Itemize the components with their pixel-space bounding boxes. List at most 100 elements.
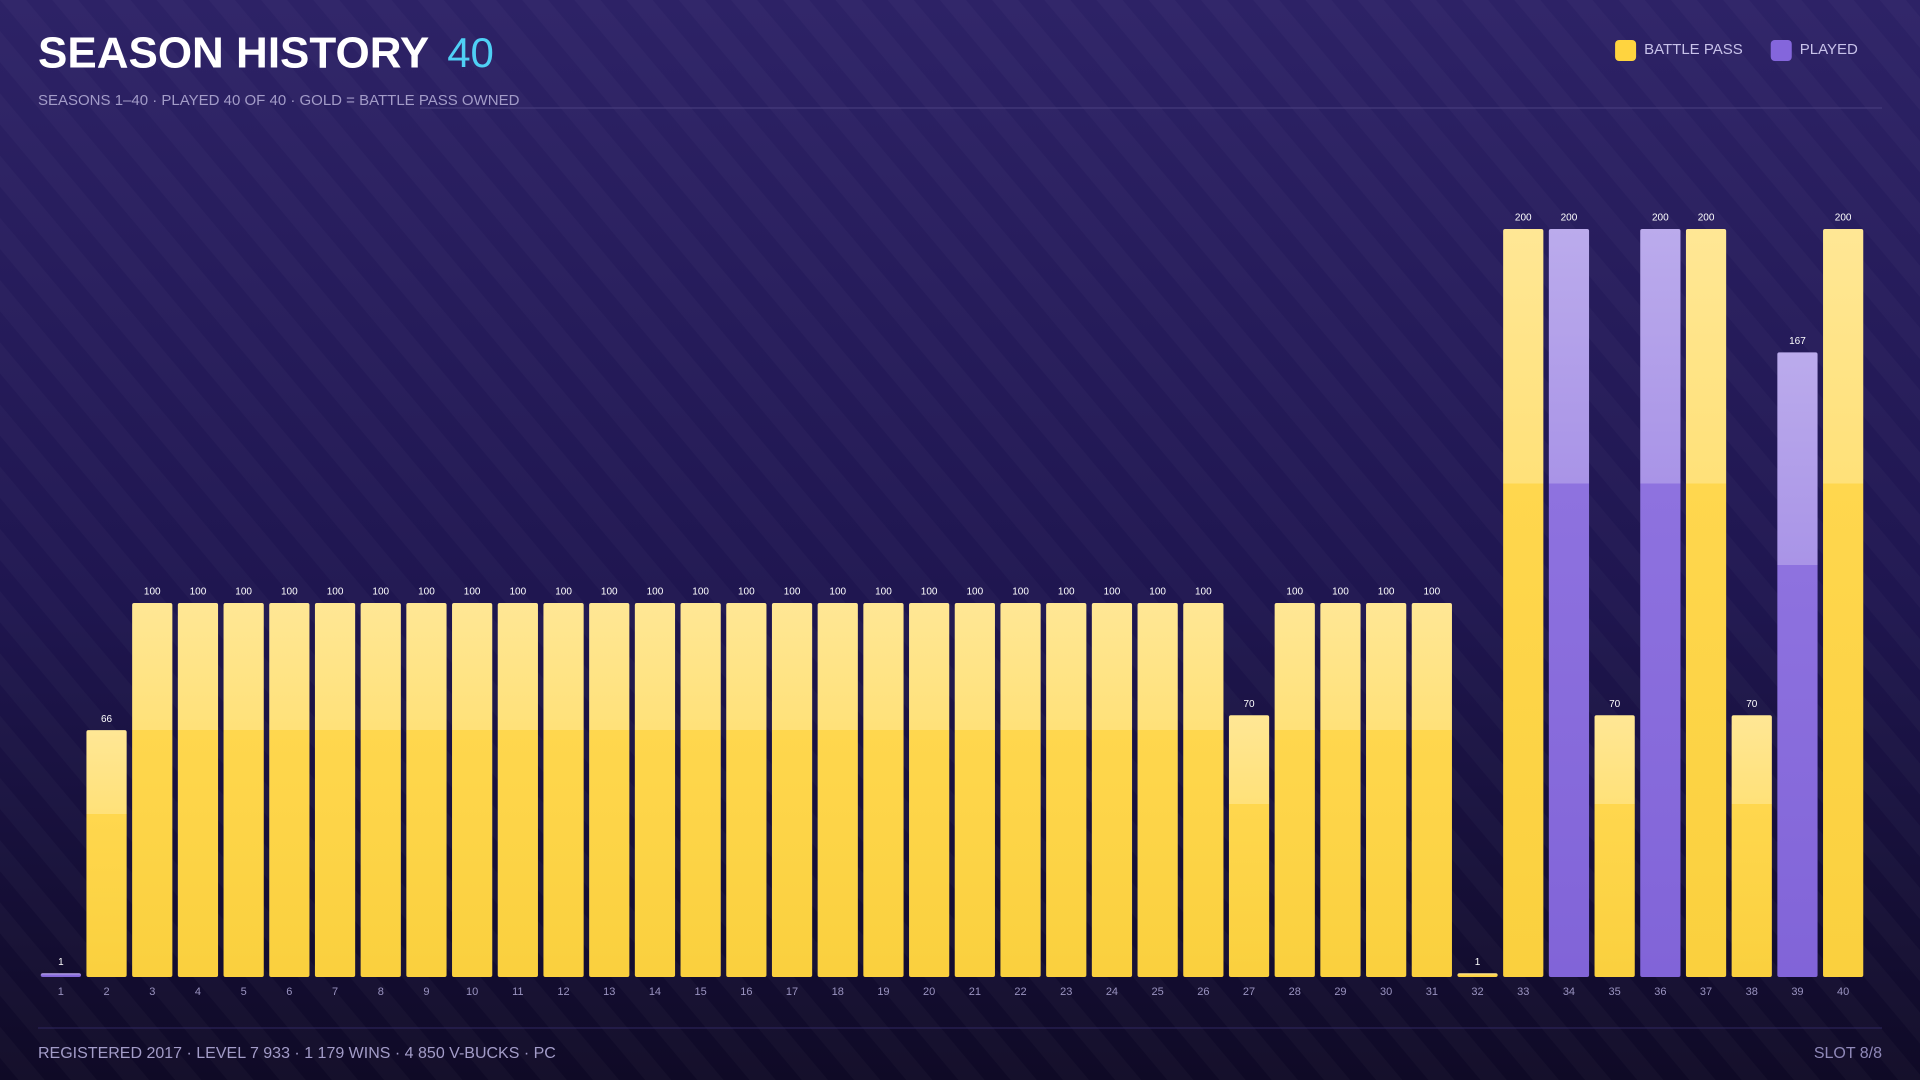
bar (954, 603, 995, 977)
x-tick-label: 40 (1837, 986, 1849, 998)
bar (1411, 603, 1452, 977)
value-label: 100 (1104, 587, 1121, 598)
value-label: 100 (1286, 587, 1303, 598)
value-label: 100 (555, 587, 572, 598)
x-tick-label: 12 (557, 986, 569, 998)
bar (360, 603, 401, 977)
value-label: 66 (101, 714, 113, 725)
bar (223, 603, 264, 977)
bar (314, 603, 356, 977)
value-label: 70 (1746, 699, 1758, 710)
value-label: 100 (190, 587, 207, 598)
value-label: 100 (1378, 587, 1395, 598)
value-label: 100 (921, 587, 938, 598)
bar (452, 603, 493, 977)
chart-title: SEASON HISTORY (38, 29, 429, 78)
value-label: 100 (1195, 587, 1212, 598)
bar (40, 973, 81, 977)
bar (1228, 715, 1270, 977)
bar (1823, 229, 1864, 977)
x-tick-label: 34 (1563, 986, 1575, 998)
x-tick-label: 17 (786, 986, 798, 998)
value-label: 100 (738, 587, 755, 598)
bar (1594, 715, 1635, 977)
x-tick-label: 1 (58, 986, 64, 998)
x-tick-label: 13 (603, 986, 615, 998)
x-tick-label: 35 (1609, 986, 1621, 998)
value-label: 200 (1698, 213, 1715, 224)
value-label: 100 (875, 587, 892, 598)
x-tick-label: 31 (1426, 986, 1438, 998)
x-tick-label: 9 (423, 986, 429, 998)
x-tick-label: 25 (1152, 986, 1164, 998)
bar (817, 603, 858, 977)
x-tick-label: 39 (1791, 986, 1803, 998)
bar (1777, 352, 1818, 977)
x-tick-label: 23 (1060, 986, 1072, 998)
x-tick-label: 22 (1014, 986, 1026, 998)
x-tick-label: 29 (1334, 986, 1346, 998)
footer-stats: REGISTERED 2017 · LEVEL 7 933 · 1 179 WI… (38, 1045, 556, 1062)
x-tick-label: 7 (332, 986, 338, 998)
value-label: 100 (418, 587, 435, 598)
bar (1000, 603, 1041, 977)
x-tick-label: 24 (1106, 986, 1118, 998)
x-tick-label: 32 (1471, 986, 1483, 998)
value-label: 100 (327, 587, 344, 598)
bar (1548, 229, 1590, 977)
bar (269, 603, 310, 977)
x-tick-label: 16 (740, 986, 752, 998)
bar (1091, 603, 1133, 977)
value-label: 200 (1561, 213, 1578, 224)
x-tick-label: 30 (1380, 986, 1392, 998)
x-tick-label: 21 (969, 986, 981, 998)
bar (771, 603, 813, 977)
value-label: 1 (58, 957, 64, 968)
bar (1640, 229, 1681, 977)
value-label: 100 (967, 587, 984, 598)
x-tick-label: 14 (649, 986, 661, 998)
bar (1274, 603, 1315, 977)
x-tick-label: 28 (1289, 986, 1301, 998)
x-tick-label: 20 (923, 986, 935, 998)
value-label: 100 (1424, 587, 1441, 598)
value-label: 200 (1835, 213, 1852, 224)
value-label: 167 (1789, 336, 1806, 347)
value-label: 100 (692, 587, 709, 598)
value-label: 100 (235, 587, 252, 598)
x-tick-label: 6 (286, 986, 292, 998)
x-tick-label: 37 (1700, 986, 1712, 998)
legend-label: PLAYED (1800, 41, 1858, 58)
x-tick-label: 8 (378, 986, 384, 998)
bar (589, 603, 630, 977)
legend-swatch (1615, 40, 1637, 61)
bar (86, 730, 127, 977)
bar (634, 603, 676, 977)
bar (1320, 603, 1361, 977)
x-tick-label: 3 (149, 986, 155, 998)
legend-label: BATTLE PASS (1644, 41, 1743, 58)
bar (1503, 229, 1544, 977)
x-tick-label: 36 (1654, 986, 1666, 998)
chart-subtitle: SEASONS 1–40 · PLAYED 40 OF 40 · GOLD = … (38, 92, 520, 109)
x-tick-label: 2 (103, 986, 109, 998)
bar (909, 603, 950, 977)
value-label: 100 (647, 587, 664, 598)
bar (497, 603, 538, 977)
title-count: 40 (447, 29, 494, 76)
bar (1183, 603, 1224, 977)
value-label: 100 (829, 587, 846, 598)
value-label: 100 (464, 587, 481, 598)
x-tick-label: 5 (241, 986, 247, 998)
bar (406, 603, 447, 977)
bar (1137, 603, 1178, 977)
value-label: 200 (1515, 213, 1532, 224)
bar (1046, 603, 1087, 977)
footer-slot: SLOT 8/8 (1814, 1045, 1882, 1062)
bar (177, 603, 219, 977)
x-tick-label: 10 (466, 986, 478, 998)
x-tick-label: 33 (1517, 986, 1529, 998)
value-label: 100 (1332, 587, 1349, 598)
value-label: 70 (1609, 699, 1621, 710)
